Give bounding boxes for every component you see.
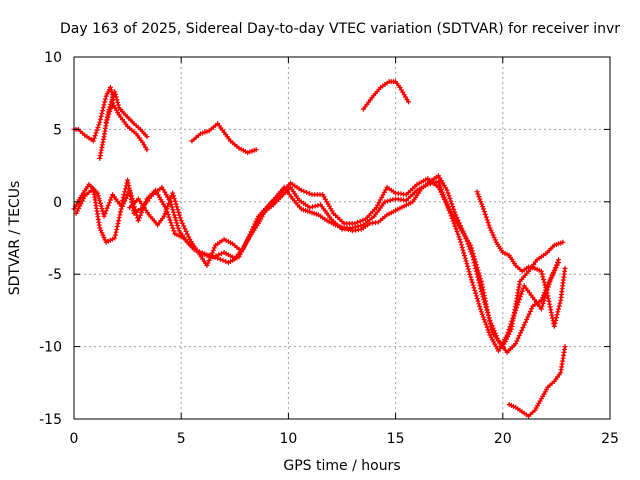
series-trace-8 bbox=[127, 173, 561, 355]
x-tick-label: 10 bbox=[279, 431, 297, 447]
trace-line bbox=[190, 122, 258, 154]
x-tick-label: 20 bbox=[494, 431, 512, 447]
y-tick-label: 5 bbox=[53, 122, 62, 138]
grid bbox=[74, 57, 610, 419]
series-trace-2 bbox=[97, 89, 150, 161]
y-tick-label: -10 bbox=[39, 340, 62, 356]
y-axis-label: SDTVAR / TECUs bbox=[7, 181, 23, 296]
series-trace-7 bbox=[73, 179, 561, 354]
plot-frame bbox=[73, 56, 611, 420]
plus-markers bbox=[103, 100, 150, 153]
x-tick-label: 15 bbox=[387, 431, 405, 447]
y-tick-label: -15 bbox=[39, 412, 62, 428]
y-tick-label: 10 bbox=[44, 50, 62, 66]
series-trace-10 bbox=[506, 344, 568, 419]
plus-markers bbox=[189, 121, 259, 156]
series-trace-3 bbox=[103, 100, 150, 153]
plus-markers bbox=[506, 344, 568, 419]
chart-title: Day 163 of 2025, Sidereal Day-to-day VTE… bbox=[60, 21, 620, 37]
plus-markers bbox=[474, 189, 568, 329]
plus-markers bbox=[360, 79, 411, 112]
series-trace-4 bbox=[189, 121, 259, 156]
x-tick-label: 0 bbox=[70, 431, 79, 447]
y-tick-label: -5 bbox=[48, 267, 62, 283]
trace-line bbox=[475, 190, 567, 328]
plus-markers bbox=[127, 173, 561, 355]
trace-line bbox=[362, 80, 410, 111]
axis-ticks: 0 5 10 15 20 25 -15 -10 -5 0 5 10 bbox=[39, 50, 619, 447]
x-tick-label: 25 bbox=[601, 431, 619, 447]
y-tick-label: 0 bbox=[53, 195, 62, 211]
x-tick-label: 5 bbox=[177, 431, 186, 447]
series-trace-9 bbox=[474, 189, 568, 329]
x-axis-label: GPS time / hours bbox=[283, 458, 400, 474]
data-series bbox=[71, 79, 568, 419]
series-trace-5 bbox=[360, 79, 411, 112]
